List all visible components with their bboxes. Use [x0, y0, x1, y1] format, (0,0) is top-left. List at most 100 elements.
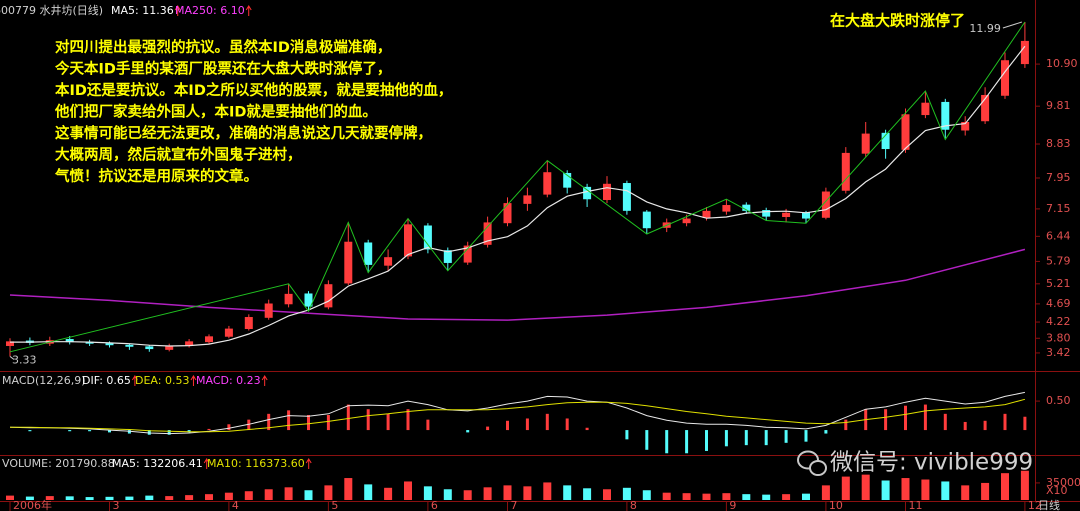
annotation-note: 在大盘大跌时涨停了 — [830, 12, 965, 30]
y-tick-label: 10.90 — [1046, 57, 1078, 70]
candle-body — [105, 343, 114, 346]
volume-bar — [264, 489, 273, 500]
candle-body — [165, 345, 174, 350]
x-tick-label: 3 — [113, 499, 120, 511]
volume-bar — [324, 485, 333, 500]
y-tick-label: 3.80 — [1046, 331, 1071, 344]
volume-bar — [622, 487, 631, 500]
volume-bar — [901, 478, 910, 500]
volume-bar — [344, 478, 353, 500]
candle-body — [682, 218, 691, 224]
y-tick-label: 0.50 — [1046, 394, 1071, 407]
up-arrow — [203, 458, 210, 469]
volume-bar — [503, 485, 512, 500]
candle-body — [762, 210, 771, 217]
candle-body — [881, 132, 890, 150]
comment-line: 大概两周，然后就宣布外国鬼子进村， — [55, 146, 302, 164]
volume-bar — [404, 481, 412, 500]
volume-bar — [1001, 473, 1009, 500]
volume-bar — [961, 485, 970, 500]
volume-bar — [463, 490, 472, 500]
volume-bar — [742, 494, 751, 500]
zigzag-line — [9, 21, 1026, 353]
candle-body — [981, 94, 990, 122]
volume-bar — [1020, 470, 1029, 500]
candle-body — [224, 328, 233, 337]
candle-body — [364, 242, 373, 265]
volume-bar — [563, 485, 572, 500]
volume-bar — [543, 482, 552, 500]
volume-bar — [25, 496, 34, 500]
candle-body — [901, 114, 910, 150]
dif-line — [9, 391, 1025, 435]
high-pointer — [1002, 21, 1023, 29]
volume-bar — [125, 496, 134, 500]
up-arrow — [305, 458, 312, 469]
candle-body — [861, 133, 870, 154]
watermark: 微信号: vivible999 — [797, 450, 1033, 476]
x-tick-label: 9 — [729, 499, 736, 511]
period-label: 日线 — [1038, 498, 1060, 511]
volume-bar — [364, 484, 373, 500]
candle-body — [205, 336, 213, 343]
candle-body — [742, 204, 751, 211]
volume-bar — [682, 493, 691, 500]
candle-body — [344, 241, 353, 284]
volume-bar — [384, 487, 393, 500]
candle-body — [563, 172, 572, 188]
header-item: VOLUME: 201790.88 — [2, 457, 115, 470]
candle-body — [921, 102, 930, 116]
header-item: MA10: 116373.60 — [207, 457, 305, 470]
volume-bar — [941, 481, 950, 500]
x-tick-label: 6 — [431, 499, 438, 511]
header-item: 600779 水井坊(日线) — [0, 3, 103, 17]
x-tick-label: 12 — [1028, 499, 1042, 511]
x-tick-label: 4 — [232, 499, 239, 511]
y-tick-label: 7.15 — [1046, 202, 1071, 215]
volume-bar — [762, 494, 771, 500]
candle-body — [463, 245, 472, 263]
volume-bar — [284, 487, 293, 500]
header-item: MA5: 132206.41 — [112, 457, 203, 470]
volume-bar — [304, 490, 313, 500]
ma5-line — [10, 45, 1026, 347]
volume-bar — [185, 495, 194, 500]
candle-body — [65, 339, 74, 343]
candle-body — [384, 257, 393, 266]
y-tick-label: 9.81 — [1046, 99, 1071, 112]
volume-bar — [165, 496, 174, 500]
volume-bar — [244, 491, 253, 500]
x-tick-label: 7 — [511, 499, 518, 511]
candle-body — [244, 317, 253, 329]
comment-line: 这事情可能已经无法更改，准确的消息说这几天就要停牌， — [55, 124, 432, 142]
y-tick-label: 3.42 — [1046, 346, 1071, 359]
candle-body — [304, 293, 313, 307]
ma250-line — [9, 248, 1026, 321]
volume-bar — [224, 492, 233, 500]
volume-bar — [85, 497, 94, 500]
candle-body — [642, 211, 651, 229]
volume-bar — [662, 492, 671, 500]
candle-body — [523, 195, 532, 204]
candle-body — [483, 222, 492, 245]
y-tick-label: 35000 — [1046, 476, 1080, 489]
up-arrow — [190, 375, 197, 386]
candle-body — [1001, 60, 1009, 96]
volume-bar — [145, 495, 154, 500]
volume-bar — [205, 494, 213, 500]
candle-body — [841, 152, 850, 191]
volume-bar — [861, 474, 870, 500]
volume-bar — [921, 479, 930, 500]
wechat-icon — [809, 460, 827, 476]
volume-bar — [603, 489, 611, 500]
watermark-text: 微信号: vivible999 — [830, 450, 1033, 476]
candle-body — [782, 212, 791, 218]
candle-body — [503, 203, 512, 224]
up-arrow — [174, 5, 181, 16]
volume-bar — [443, 489, 452, 500]
volume-unit: X10 — [1046, 484, 1068, 497]
volume-bar — [583, 488, 592, 500]
candle-body — [603, 183, 611, 201]
